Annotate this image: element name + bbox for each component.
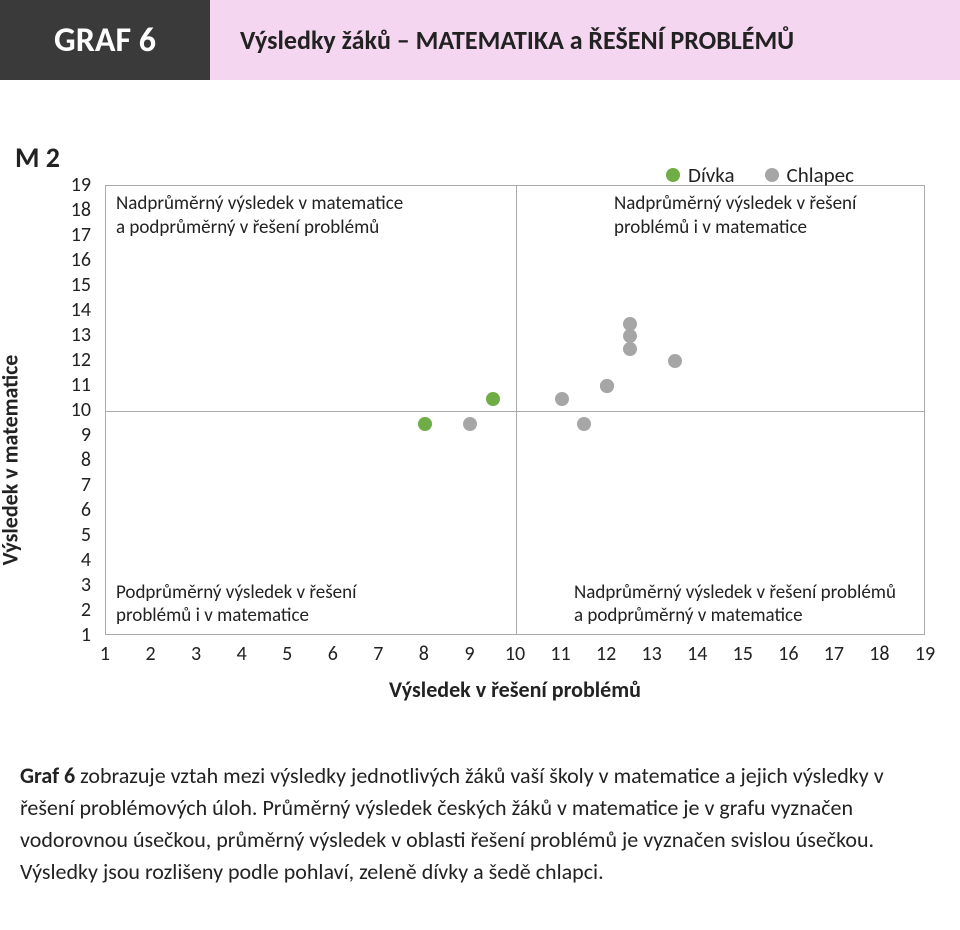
- quadrant-label-top-left: Nadprůměrný výsledek v matematice a podp…: [116, 192, 403, 240]
- y-tick: 19: [71, 173, 91, 197]
- legend-dot-divka: [666, 168, 680, 182]
- x-tick: 14: [687, 642, 707, 666]
- quadrant-line: problémů i v matematice: [614, 216, 807, 239]
- y-tick: 18: [71, 198, 91, 222]
- data-point-chlapec: [555, 392, 569, 406]
- y-tick: 17: [71, 223, 91, 247]
- x-axis-title: Výsledek v řešení problémů: [105, 676, 925, 703]
- quadrant-label-top-right: Nadprůměrný výsledek v řešení problémů i…: [614, 192, 914, 240]
- legend-item-chlapec: Chlapec: [765, 162, 854, 188]
- x-tick: 8: [419, 642, 429, 666]
- data-point-chlapec: [668, 354, 682, 368]
- chart-description: Graf 6 zobrazuje vztah mezi výsledky jed…: [20, 760, 940, 888]
- x-tick: 10: [505, 642, 525, 666]
- x-tick: 1: [100, 642, 110, 666]
- scatter-chart: Výsledek v matematice 123456789101112131…: [15, 180, 945, 740]
- quadrant-line: Nadprůměrný výsledek v řešení problémů: [574, 581, 896, 604]
- data-point-chlapec: [577, 417, 591, 431]
- quadrant-line: problémů i v matematice: [116, 604, 309, 627]
- description-bold: Graf 6: [20, 762, 75, 789]
- description-text: zobrazuje vztah mezi výsledky jednotlivý…: [20, 762, 884, 885]
- y-axis-ticks: 12345678910111213141516171819: [55, 180, 95, 640]
- y-tick: 10: [71, 398, 91, 422]
- x-tick: 18: [869, 642, 889, 666]
- header-row: GRAF 6 Výsledky žáků – MATEMATIKA a ŘEŠE…: [0, 0, 960, 80]
- x-tick: 4: [237, 642, 247, 666]
- legend-dot-chlapec: [765, 168, 779, 182]
- y-tick: 1: [81, 623, 91, 647]
- x-tick: 9: [464, 642, 474, 666]
- quadrant-line: Nadprůměrný výsledek v matematice: [116, 192, 403, 215]
- y-tick: 7: [81, 473, 91, 497]
- y-axis-title: Výsledek v matematice: [0, 355, 24, 566]
- quadrant-line: a podprůměrný v matematice: [574, 604, 803, 627]
- y-tick: 9: [81, 423, 91, 447]
- data-point-divka: [418, 417, 432, 431]
- x-tick: 17: [824, 642, 844, 666]
- y-tick: 14: [71, 298, 91, 322]
- chart-badge: GRAF 6: [0, 0, 210, 80]
- data-point-chlapec: [623, 342, 637, 356]
- x-tick: 3: [191, 642, 201, 666]
- y-tick: 8: [81, 448, 91, 472]
- chart-subtitle: Výsledky žáků – MATEMATIKA a ŘEŠENÍ PROB…: [210, 0, 960, 80]
- quadrant-line: a podprůměrný v řešení problémů: [116, 216, 379, 239]
- data-point-chlapec: [600, 379, 614, 393]
- y-tick: 15: [71, 273, 91, 297]
- legend: Dívka Chlapec: [666, 162, 854, 188]
- legend-label-chlapec: Chlapec: [787, 162, 854, 188]
- data-point-chlapec: [463, 417, 477, 431]
- section-code: M 2: [15, 140, 60, 175]
- mean-y-line: [106, 411, 924, 412]
- x-tick: 5: [282, 642, 292, 666]
- x-tick: 15: [733, 642, 753, 666]
- y-tick: 4: [81, 548, 91, 572]
- y-tick: 16: [71, 248, 91, 272]
- y-tick: 5: [81, 523, 91, 547]
- x-tick: 7: [373, 642, 383, 666]
- y-tick: 2: [81, 598, 91, 622]
- y-tick: 11: [71, 373, 91, 397]
- x-tick: 19: [915, 642, 935, 666]
- x-axis-ticks: 12345678910111213141516171819: [105, 642, 925, 672]
- x-tick: 12: [596, 642, 616, 666]
- quadrant-line: Podprůměrný výsledek v řešení: [116, 581, 356, 604]
- x-tick: 2: [145, 642, 155, 666]
- quadrant-label-bottom-right: Nadprůměrný výsledek v řešení problémů a…: [574, 581, 914, 629]
- legend-item-divka: Dívka: [666, 162, 734, 188]
- x-tick: 6: [328, 642, 338, 666]
- y-tick: 13: [71, 323, 91, 347]
- mean-x-line: [516, 186, 517, 634]
- y-tick: 3: [81, 573, 91, 597]
- plot-area: Dívka Chlapec Nadprůměrný výsledek v mat…: [105, 185, 925, 635]
- x-tick: 11: [550, 642, 570, 666]
- quadrant-label-bottom-left: Podprůměrný výsledek v řešení problémů i…: [116, 581, 356, 629]
- y-tick: 6: [81, 498, 91, 522]
- x-tick: 16: [778, 642, 798, 666]
- data-point-divka: [486, 392, 500, 406]
- y-tick: 12: [71, 348, 91, 372]
- legend-label-divka: Dívka: [688, 162, 734, 188]
- quadrant-line: Nadprůměrný výsledek v řešení: [614, 192, 856, 215]
- x-tick: 13: [642, 642, 662, 666]
